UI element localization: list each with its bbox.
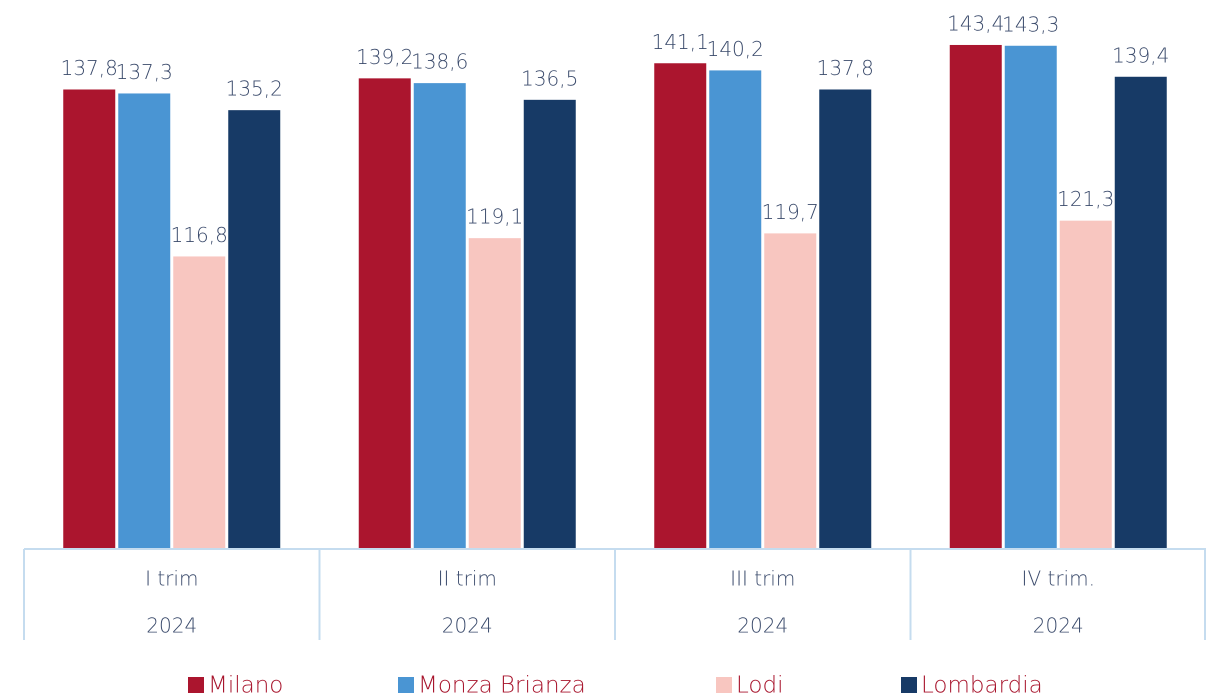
bar	[654, 63, 707, 549]
bar	[118, 93, 171, 549]
x-tick-label: II trim	[438, 567, 497, 591]
bar	[764, 233, 817, 549]
x-tick-label: 2024	[737, 614, 788, 638]
data-label: 137,3	[116, 60, 173, 84]
data-label: 136,5	[521, 66, 578, 90]
legend-swatch	[901, 677, 917, 693]
data-label: 139,4	[1112, 43, 1169, 67]
x-tick-label: 2024	[442, 614, 493, 638]
legend-label: Lombardia	[921, 673, 1043, 698]
bar	[468, 238, 521, 549]
data-label: 119,7	[762, 200, 819, 224]
data-label: 116,8	[171, 223, 228, 247]
bar	[949, 44, 1002, 549]
bar	[819, 89, 872, 550]
legend-swatch	[716, 677, 732, 693]
bar	[1004, 45, 1057, 549]
bar	[173, 256, 226, 549]
bar	[709, 70, 762, 549]
data-label: 143,4	[947, 11, 1004, 35]
data-label: 137,8	[61, 56, 118, 80]
bar	[1059, 220, 1112, 550]
data-label: 139,2	[356, 45, 413, 69]
data-label: 141,1	[652, 30, 709, 54]
bar	[358, 78, 411, 550]
legend-swatch	[188, 677, 204, 693]
x-tick-label: IV trim.	[1022, 567, 1095, 591]
data-label: 135,2	[226, 77, 283, 101]
data-label: 143,3	[1002, 12, 1059, 36]
bar	[1114, 76, 1167, 550]
x-tick-label: 2024	[146, 614, 197, 638]
data-label: 119,1	[466, 205, 523, 229]
data-label: 140,2	[707, 37, 764, 61]
bar	[63, 89, 116, 550]
x-tick-label: III trim	[730, 567, 795, 591]
bar	[523, 99, 576, 549]
bar	[228, 110, 281, 549]
x-tick-label: 2024	[1033, 614, 1084, 638]
x-tick-label: I trim	[145, 567, 198, 591]
data-label: 138,6	[411, 50, 468, 74]
data-label: 121,3	[1057, 187, 1114, 211]
legend-swatch	[398, 677, 414, 693]
legend-label: Lodi	[736, 673, 783, 698]
legend-label: Monza Brianza	[418, 673, 586, 698]
data-label: 137,8	[817, 56, 874, 80]
bar	[413, 83, 466, 549]
legend-label: Milano	[208, 673, 283, 698]
